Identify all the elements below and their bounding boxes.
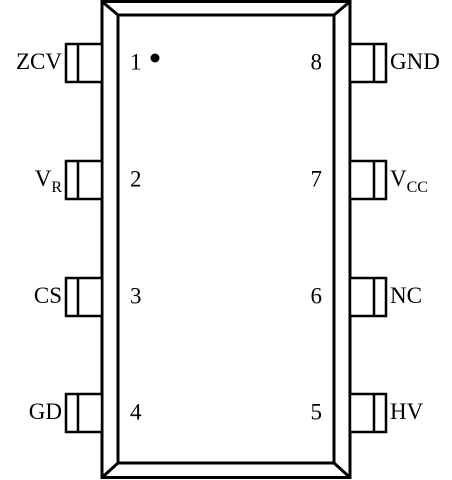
pin-label-subscript: CC [407, 179, 428, 196]
pin-label: HV [390, 399, 424, 424]
pin-label: NC [390, 283, 422, 308]
pin-number: 4 [130, 399, 142, 424]
pin-label: CS [34, 283, 62, 308]
pin-label-text: ZCV [16, 49, 62, 74]
pin-label: GD [29, 399, 62, 424]
pin-label-text: NC [390, 283, 422, 308]
pin-number: 3 [130, 283, 142, 308]
pin-number: 2 [130, 166, 142, 191]
pin-label: VCC [390, 166, 428, 195]
pin-number: 8 [311, 49, 323, 74]
bevel-edge [101, 0, 119, 17]
pin-label-text: CS [34, 283, 62, 308]
pin-label: VR [35, 166, 63, 195]
pin-number: 7 [311, 166, 323, 191]
pin-lead [348, 42, 388, 84]
pin-number: 5 [311, 399, 323, 424]
pin-number: 6 [311, 283, 323, 308]
pin-label: GND [390, 49, 440, 74]
package-outline [100, 0, 352, 479]
pin-label-subscript: R [51, 179, 62, 196]
pin-label-text: HV [390, 399, 424, 424]
pin-lead [64, 42, 104, 84]
pin-label-text: GD [29, 399, 62, 424]
pin-lead [64, 392, 104, 434]
bevel-edge [332, 461, 352, 479]
pin-lead [348, 392, 388, 434]
pin-label: ZCV [16, 49, 62, 74]
pin-label-text: V [390, 166, 407, 191]
pin1-marker [150, 53, 160, 63]
pin-lead [64, 159, 104, 201]
bevel-edge [333, 0, 351, 17]
pin-number: 1 [130, 49, 142, 74]
pin-lead [348, 276, 388, 318]
pin-lead [348, 159, 388, 201]
bevel-edge [100, 461, 120, 479]
package-top [116, 13, 336, 465]
pin-label-text: GND [390, 49, 440, 74]
pin-label-text: V [35, 166, 52, 191]
pin-lead [64, 276, 104, 318]
